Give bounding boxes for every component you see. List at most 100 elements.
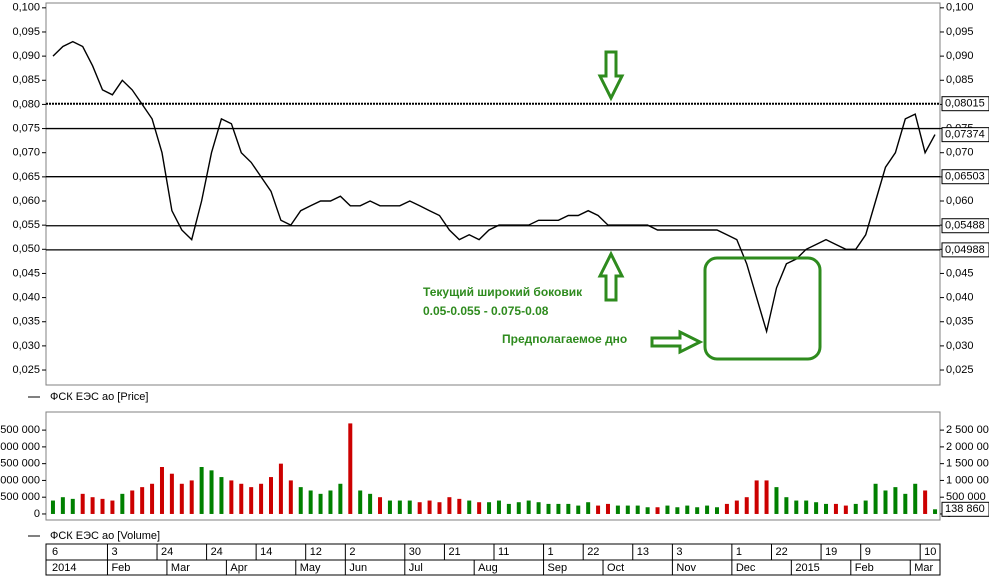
x-tick-label: 24: [211, 546, 223, 558]
x-tick-label: 22: [587, 546, 599, 558]
volume-bar: [150, 483, 155, 514]
bottom-zone: [703, 256, 822, 361]
volume-bar: [209, 470, 214, 514]
y-tick-label: 0,075: [12, 122, 40, 134]
level-label: 0,06503: [945, 171, 985, 183]
x-tick-label: Feb: [855, 562, 874, 574]
y-tick-label: 0,025: [12, 364, 40, 376]
volume-bar: [675, 507, 680, 514]
volume-bar: [893, 487, 898, 514]
y-tick-label: 2 500 000: [946, 424, 989, 436]
legend-price: ФСК ЕЭС ао [Price]: [50, 391, 148, 403]
x-tick-label: 9: [865, 546, 871, 558]
y-tick-label: 0,025: [946, 364, 974, 376]
arrow-right: [650, 329, 704, 355]
annotation: 0.05-0.055 - 0.075-0.08: [423, 304, 549, 318]
x-tick-label: Apr: [230, 562, 247, 574]
y-tick-label: 0,040: [946, 291, 974, 303]
volume-bar: [378, 497, 383, 514]
volume-bar: [645, 507, 650, 514]
x-tick-label: 2: [349, 546, 355, 558]
volume-bar: [734, 500, 739, 514]
x-tick-label: 3: [111, 546, 117, 558]
y-tick-label: 2 000 000: [0, 441, 40, 453]
x-tick-label: 13: [637, 546, 649, 558]
x-tick-label: 10: [924, 546, 936, 558]
x-tick-label: Mar: [914, 562, 933, 574]
x-tick-label: 3: [676, 546, 682, 558]
y-tick-label: 0,070: [946, 147, 974, 159]
level-label-box: [941, 96, 989, 112]
annotations: Текущий широкий боковик 0.05-0.055 - 0.0…: [423, 50, 822, 361]
volume-bar: [754, 480, 759, 514]
volume-bar: [566, 503, 571, 514]
volume-bar: [655, 507, 660, 514]
y-tick-label: 0,050: [12, 243, 40, 255]
y-tick-label: 0,095: [12, 26, 40, 38]
volume-bar: [417, 502, 422, 514]
y-tick-label: 0,100: [946, 2, 974, 14]
volume-bar: [159, 467, 164, 514]
volume-bar: [407, 500, 412, 514]
annotation: Предполагаемое дно: [502, 332, 627, 346]
price-line: [52, 40, 936, 335]
volume-bar: [744, 497, 749, 514]
volume-bar: [70, 498, 75, 514]
y-tick-label: 0,045: [12, 267, 40, 279]
volume-bar: [90, 497, 95, 514]
y-tick-label: 0: [34, 508, 40, 520]
price-panel: [45, 2, 941, 386]
volume-bar: [933, 509, 938, 514]
x-tick-label: 2015: [795, 562, 819, 574]
volume-bar: [506, 503, 511, 514]
volume-bar: [596, 505, 601, 514]
last-volume-label: 138 860: [945, 503, 985, 515]
volume-bar: [229, 480, 234, 514]
volume-bar: [437, 502, 442, 514]
level-label: 0,04988: [945, 244, 985, 256]
level-label-box: [941, 169, 989, 185]
x-tick-label: Dec: [736, 562, 756, 574]
volume-bar: [516, 502, 521, 514]
y-tick-label: 0,060: [946, 195, 974, 207]
volume-bar: [913, 483, 918, 514]
volume-bar: [100, 498, 105, 514]
volume-bar: [526, 500, 531, 514]
volume-bar: [863, 500, 868, 514]
volume-bar: [724, 503, 729, 514]
y-tick-label: 1 500 000: [0, 458, 40, 470]
volume-bar: [824, 503, 829, 514]
volume-bar: [318, 493, 323, 514]
arrow-down: [597, 50, 625, 102]
volume-bar: [605, 503, 610, 514]
volume-bar: [358, 490, 363, 514]
level-label-box: [941, 242, 989, 258]
volume-bar: [447, 497, 452, 514]
y-tick-label: 0,060: [12, 195, 40, 207]
x-tick-label: 24: [161, 546, 173, 558]
x-tick-label: Feb: [111, 562, 130, 574]
volume-bar: [853, 503, 858, 514]
volume-bar: [387, 500, 392, 514]
y-tick-label: 0,030: [12, 340, 40, 352]
volume-bar: [457, 498, 462, 514]
y-tick-label: 0,090: [946, 50, 974, 62]
volume-bar: [546, 503, 551, 514]
last-price-label: 0,07374: [945, 129, 985, 141]
volume-bar: [288, 480, 293, 514]
volume-bar: [368, 493, 373, 514]
volume-bar: [586, 502, 591, 514]
volume-bar: [665, 505, 670, 514]
x-tick-label: 1: [548, 546, 554, 558]
y-tick-label: 0,055: [12, 219, 40, 231]
y-tick-label: 0,035: [946, 316, 974, 328]
y-tick-label: 1 500 000: [946, 458, 989, 470]
volume-bar: [120, 493, 125, 514]
arrow-up: [597, 250, 625, 302]
x-tick-label: 14: [260, 546, 272, 558]
x-tick-label: 2014: [52, 562, 76, 574]
y-tick-label: 0,095: [946, 26, 974, 38]
volume-bar: [903, 493, 908, 514]
x-tick-label: Mar: [171, 562, 190, 574]
